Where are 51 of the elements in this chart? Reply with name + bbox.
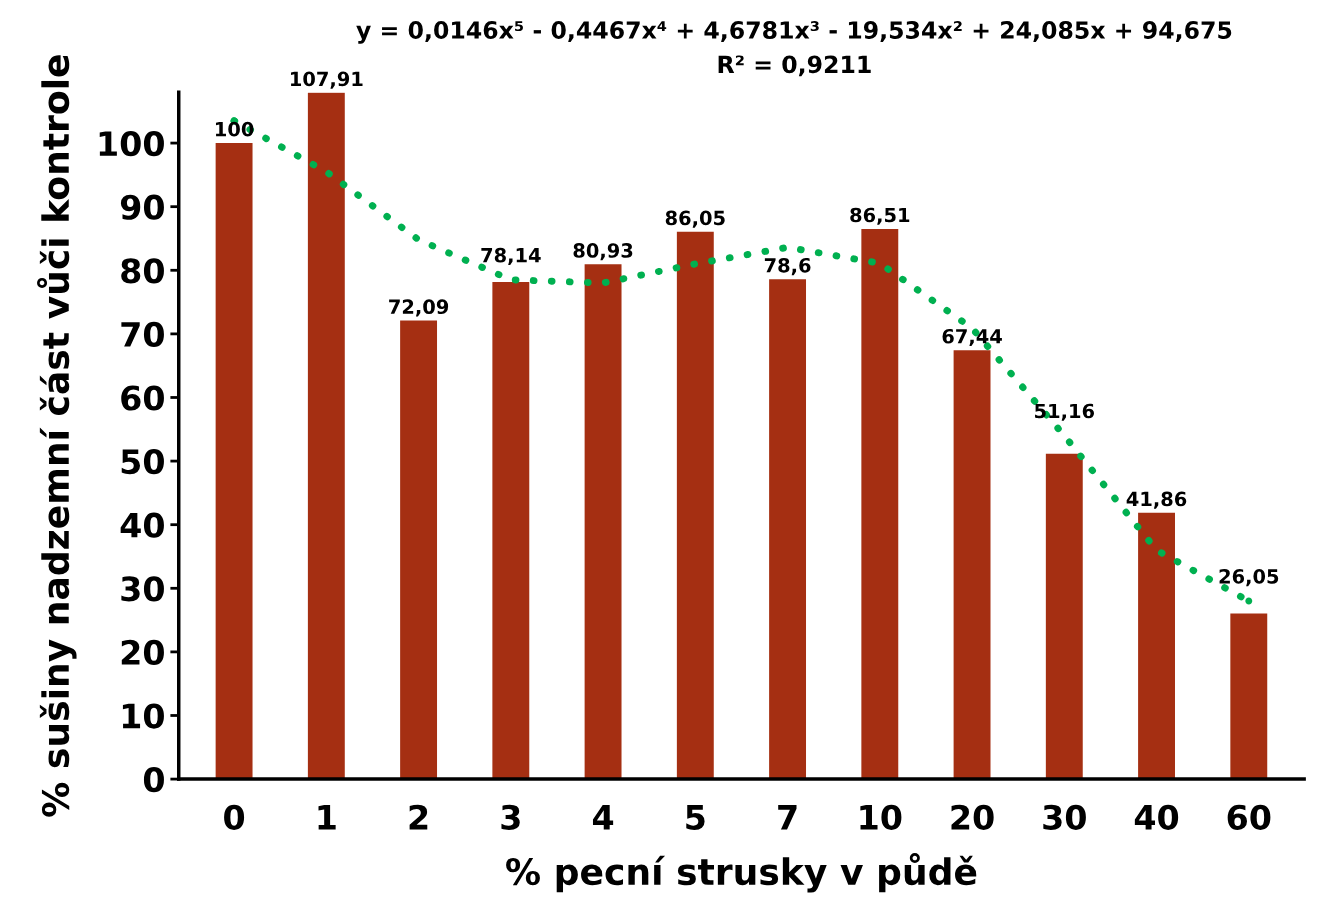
x-tick-label: 7 <box>778 805 797 830</box>
bar <box>400 320 438 780</box>
bar <box>769 279 807 780</box>
data-label: 67,44 <box>942 328 1002 347</box>
data-label: 78,14 <box>481 247 541 265</box>
y-tick-label: 10 <box>122 703 164 729</box>
data-label: 86,05 <box>665 210 725 228</box>
y-tick-label: 90 <box>120 194 164 220</box>
bar <box>953 350 991 780</box>
data-label: 72,09 <box>389 299 449 317</box>
bar <box>1138 512 1175 780</box>
bar <box>307 92 345 780</box>
x-tick-label: 1 <box>318 805 336 830</box>
x-tick-label: 30 <box>1043 804 1086 830</box>
chart-title: y = 0,0146x⁵ - 0,4467x⁴ + 4,6781x³ - 19,534x² + 24,085x + 94,675 <box>356 21 1232 44</box>
data-label: 100 <box>215 121 254 137</box>
y-tick-label: 40 <box>120 512 164 538</box>
data-label: 107,91 <box>291 71 363 89</box>
x-tick-label: 4 <box>592 805 614 830</box>
y-axis-title: % sušiny nadzemní část vůči kontrole <box>37 55 77 817</box>
bar <box>492 282 530 780</box>
data-label: 26,05 <box>1219 568 1279 587</box>
x-tick-label: 40 <box>1134 804 1179 830</box>
x-tick-label: 2 <box>409 804 428 830</box>
bar <box>1045 453 1083 780</box>
y-tick-label: 20 <box>121 639 164 666</box>
data-label: 78,6 <box>764 257 811 276</box>
data-label: 86,51 <box>850 207 910 225</box>
y-tick-label: 30 <box>121 576 164 602</box>
x-tick-label: 5 <box>686 805 705 830</box>
y-tick-label: 60 <box>121 385 164 411</box>
x-tick-label: 0 <box>224 804 245 830</box>
data-label: 80,93 <box>573 243 633 261</box>
bar <box>1230 613 1268 780</box>
y-tick-label: 100 <box>99 131 164 157</box>
y-tick-label: 80 <box>121 258 164 284</box>
y-tick-label: 0 <box>143 767 164 793</box>
chart-subtitle: R² = 0,9211 <box>718 55 871 77</box>
x-tick-label: 10 <box>860 804 902 830</box>
y-tick-label: 50 <box>121 449 164 475</box>
x-axis-title: % pecní strusky v půdě <box>506 853 977 893</box>
y-tick-label: 70 <box>121 321 164 348</box>
bar <box>584 264 622 780</box>
x-tick-label: 20 <box>951 804 994 830</box>
bar <box>676 231 714 780</box>
bar <box>861 228 899 780</box>
bar <box>215 143 253 780</box>
x-tick-label: 3 <box>501 804 520 830</box>
x-tick-label: 60 <box>1227 804 1271 830</box>
data-label: 51,16 <box>1035 403 1095 421</box>
data-label: 41,86 <box>1126 491 1187 509</box>
